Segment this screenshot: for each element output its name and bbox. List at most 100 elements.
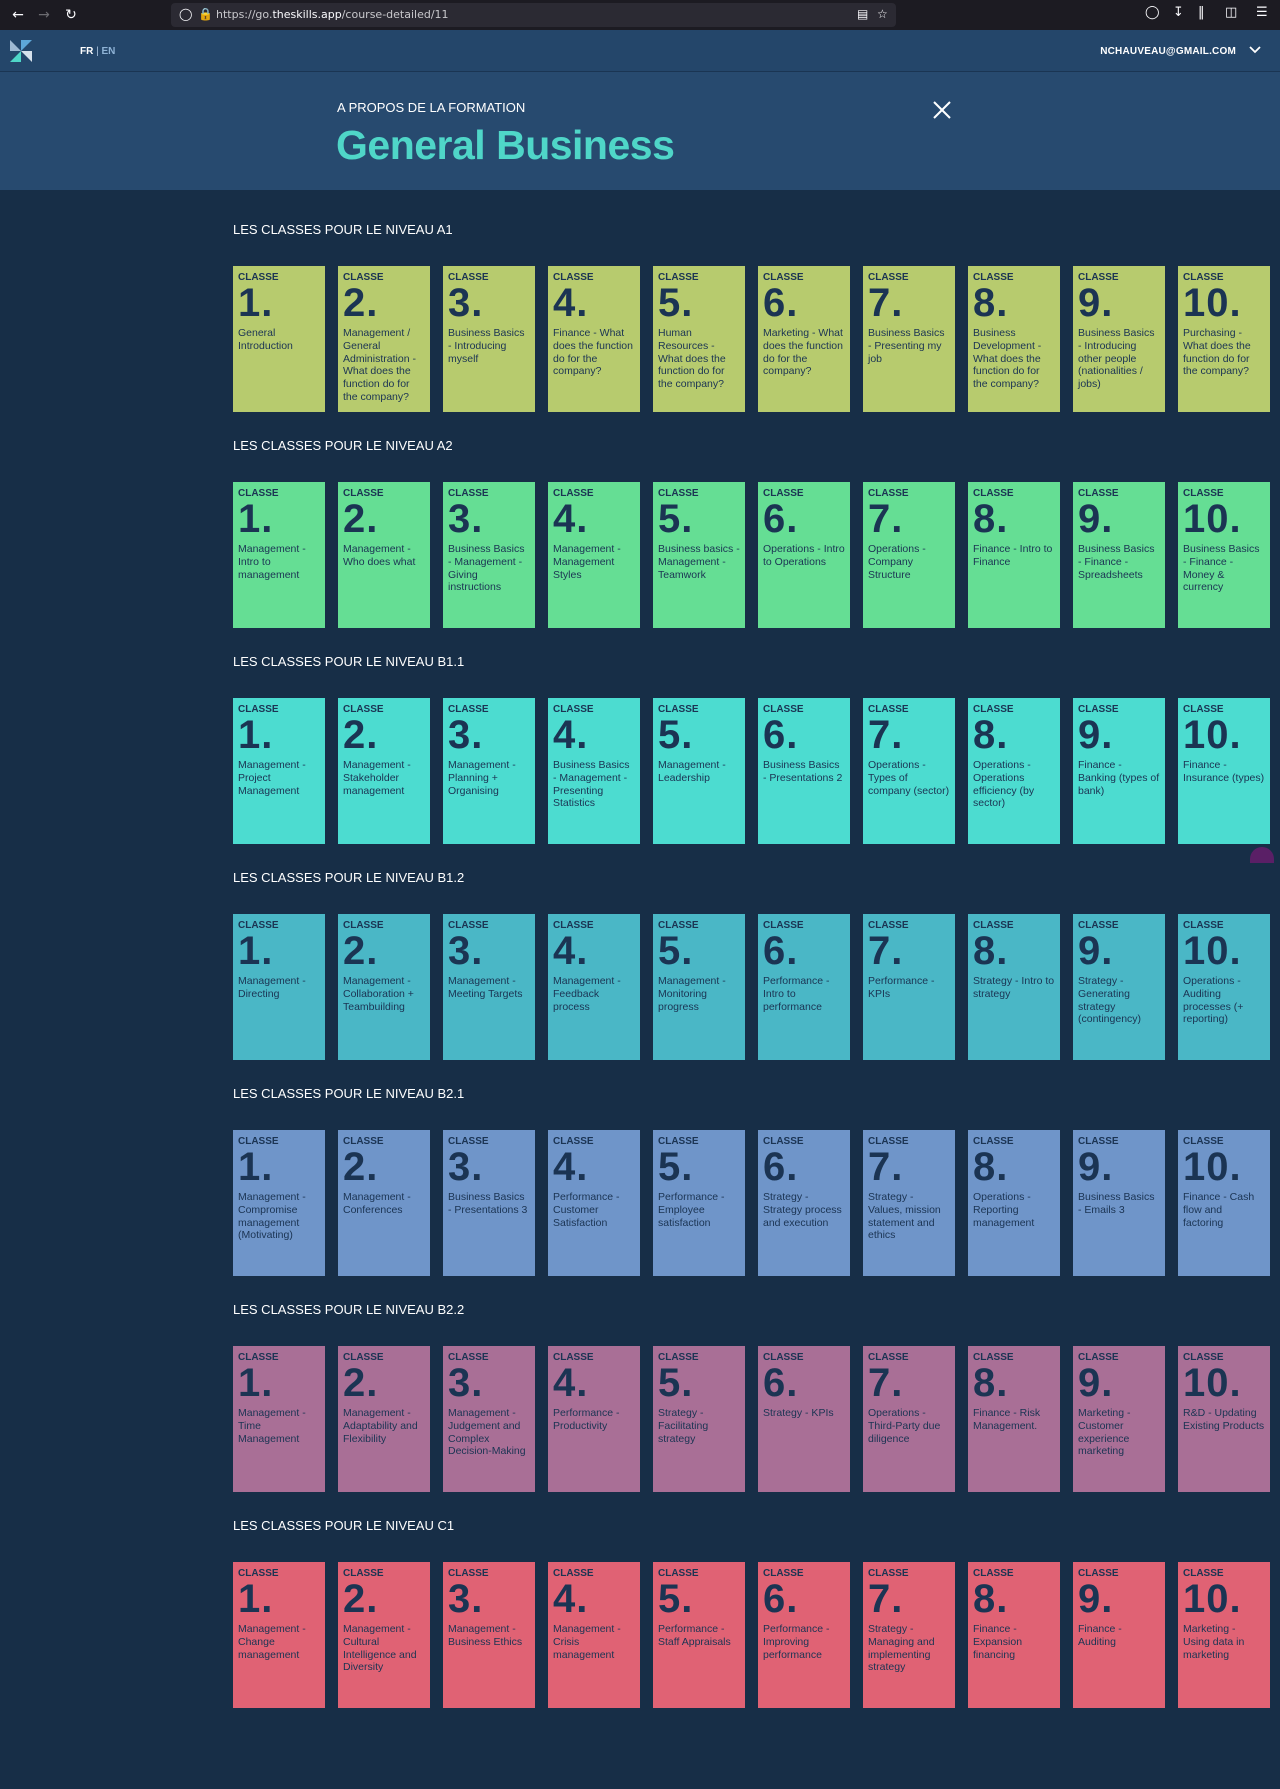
class-card[interactable]: CLASSE 8. Finance - Risk Management. (968, 1346, 1060, 1492)
class-card[interactable]: CLASSE 9. Marketing - Customer experience … (1073, 1346, 1165, 1492)
class-card[interactable]: CLASSE 10. Purchasing - What does the func… (1178, 266, 1270, 412)
forward-arrow-icon[interactable]: → (38, 7, 50, 23)
class-card[interactable]: CLASSE 5. Performance - Staff Appraisals (653, 1562, 745, 1708)
class-card[interactable]: CLASSE 7. Operations - Types of company (s… (863, 698, 955, 844)
class-card[interactable]: CLASSE 6. Performance - Intro to performan… (758, 914, 850, 1060)
reload-icon[interactable]: ↻ (65, 7, 77, 23)
reader-view-icon[interactable]: ▤ (857, 7, 869, 21)
sidebar-icon[interactable]: ◫ (1225, 5, 1238, 20)
lang-fr-link[interactable]: FR (80, 46, 94, 57)
class-card[interactable]: CLASSE 7. Business Basics - Presenting my … (863, 266, 955, 412)
class-card[interactable]: CLASSE 9. Finance - Auditing (1073, 1562, 1165, 1708)
class-card[interactable]: CLASSE 5. Performance - Employee satisfact… (653, 1130, 745, 1276)
class-card[interactable]: CLASSE 8. Operations - Reporting managemen… (968, 1130, 1060, 1276)
class-card[interactable]: CLASSE 1. Management - Time Management (233, 1346, 325, 1492)
class-card[interactable]: CLASSE 2. Management - Cultural Intelligen… (338, 1562, 430, 1708)
class-card[interactable]: CLASSE 10. Business Basics - Finance - Mon… (1178, 482, 1270, 628)
url-bar[interactable]: ◯ 🔒 https://go.theskills.app/course-deta… (171, 3, 896, 27)
class-card[interactable]: CLASSE 9. Strategy - Generating strategy (… (1073, 914, 1165, 1060)
class-card[interactable]: CLASSE 4. Performance - Customer Satisfact… (548, 1130, 640, 1276)
shield-icon[interactable]: ◯ (179, 7, 193, 21)
class-number: 2. (343, 713, 379, 757)
class-card[interactable]: CLASSE 5. Management - Leadership (653, 698, 745, 844)
class-card[interactable]: CLASSE 7. Strategy - Managing and implemen… (863, 1562, 955, 1708)
bookmark-star-icon[interactable]: ☆ (877, 7, 888, 21)
class-label: CLASSE (973, 920, 1014, 931)
class-number: 3. (448, 1577, 484, 1621)
class-card[interactable]: CLASSE 3. Management - Business Ethics (443, 1562, 535, 1708)
class-card[interactable]: CLASSE 1. Management - Intro to management (233, 482, 325, 628)
chevron-down-icon[interactable] (1248, 43, 1262, 57)
class-card[interactable]: CLASSE 4. Performance - Productivity (548, 1346, 640, 1492)
class-card[interactable]: CLASSE 10. Finance - Insurance (types) (1178, 698, 1270, 844)
class-card[interactable]: CLASSE 3. Management - Judgement and Compl… (443, 1346, 535, 1492)
user-email[interactable]: NCHAUVEAU@GMAIL.COM (1100, 46, 1236, 57)
lock-icon[interactable]: 🔒 (198, 7, 213, 21)
class-card[interactable]: CLASSE 9. Finance - Banking (types of bank… (1073, 698, 1165, 844)
class-card[interactable]: CLASSE 2. Management - Stakeholder managem… (338, 698, 430, 844)
class-description: Management - Project Management (238, 759, 306, 797)
class-card[interactable]: CLASSE 6. Marketing - What does the functi… (758, 266, 850, 412)
class-card[interactable]: CLASSE 10. Finance - Cash flow and factori… (1178, 1130, 1270, 1276)
class-card[interactable]: CLASSE 7. Performance - KPIs (863, 914, 955, 1060)
class-card[interactable]: CLASSE 8. Finance - Intro to Finance (968, 482, 1060, 628)
class-card[interactable]: CLASSE 1. General Introduction (233, 266, 325, 412)
class-description: Strategy - Strategy process and executio… (763, 1191, 842, 1229)
class-card[interactable]: CLASSE 8. Finance - Expansion financing (968, 1562, 1060, 1708)
class-card[interactable]: CLASSE 5. Human Resources - What does the … (653, 266, 745, 412)
class-card[interactable]: CLASSE 7. Strategy - Values, mission state… (863, 1130, 955, 1276)
class-card[interactable]: CLASSE 1. Management - Directing (233, 914, 325, 1060)
class-card[interactable]: CLASSE 2. Management - Conferences (338, 1130, 430, 1276)
class-card[interactable]: CLASSE 3. Business Basics - Presentations … (443, 1130, 535, 1276)
class-description: Business Development - What does the fun… (973, 327, 1042, 391)
close-icon[interactable] (930, 98, 954, 122)
class-card[interactable]: CLASSE 5. Strategy - Facilitating strategy (653, 1346, 745, 1492)
class-card[interactable]: CLASSE 2. Management - Adaptability and Fl… (338, 1346, 430, 1492)
back-arrow-icon[interactable]: ← (12, 7, 24, 23)
class-card[interactable]: CLASSE 7. Operations - Company Structure (863, 482, 955, 628)
class-card[interactable]: CLASSE 6. Strategy - KPIs (758, 1346, 850, 1492)
class-card[interactable]: CLASSE 2. Management / General Administrat… (338, 266, 430, 412)
class-card[interactable]: CLASSE 10. R&D - Updating Existing Product… (1178, 1346, 1270, 1492)
feedback-tab[interactable] (1250, 847, 1274, 863)
class-card[interactable]: CLASSE 10. Marketing - Using data in marke… (1178, 1562, 1270, 1708)
class-card[interactable]: CLASSE 8. Business Development - What does… (968, 266, 1060, 412)
class-card[interactable]: CLASSE 3. Management - Meeting Targets (443, 914, 535, 1060)
class-card[interactable]: CLASSE 7. Operations - Third-Party due dil… (863, 1346, 955, 1492)
class-card[interactable]: CLASSE 3. Management - Planning + Organisi… (443, 698, 535, 844)
library-icon[interactable]: ‖ (1198, 5, 1205, 20)
class-description: Management - Directing (238, 975, 306, 1000)
class-card[interactable]: CLASSE 5. Business basics - Management - T… (653, 482, 745, 628)
class-card[interactable]: CLASSE 6. Performance - Improving performa… (758, 1562, 850, 1708)
class-card[interactable]: CLASSE 2. Management - Collaboration + Tea… (338, 914, 430, 1060)
class-card[interactable]: CLASSE 9. Business Basics - Finance - Spre… (1073, 482, 1165, 628)
url-text[interactable]: https://go.theskills.app/course-detailed… (216, 8, 449, 21)
class-card[interactable]: CLASSE 4. Management - Feedback process (548, 914, 640, 1060)
class-card[interactable]: CLASSE 1. Management - Change management (233, 1562, 325, 1708)
download-icon[interactable]: ↧ (1173, 5, 1184, 20)
class-card[interactable]: CLASSE 8. Operations - Operations efficien… (968, 698, 1060, 844)
class-card[interactable]: CLASSE 2. Management - Who does what (338, 482, 430, 628)
class-card[interactable]: CLASSE 4. Management - Management Styles (548, 482, 640, 628)
class-card[interactable]: CLASSE 6. Operations - Intro to Operations (758, 482, 850, 628)
class-card[interactable]: CLASSE 5. Management - Monitoring progress (653, 914, 745, 1060)
pocket-icon[interactable]: ◯ (1145, 5, 1160, 20)
class-label: CLASSE (1078, 1352, 1119, 1363)
class-card[interactable]: CLASSE 6. Business Basics - Presentations … (758, 698, 850, 844)
logo-icon[interactable] (10, 40, 32, 62)
class-card[interactable]: CLASSE 9. Business Basics - Emails 3 (1073, 1130, 1165, 1276)
class-card[interactable]: CLASSE 3. Business Basics - Management - G… (443, 482, 535, 628)
class-card[interactable]: CLASSE 4. Business Basics - Management - P… (548, 698, 640, 844)
class-card[interactable]: CLASSE 4. Finance - What does the function… (548, 266, 640, 412)
class-card[interactable]: CLASSE 8. Strategy - Intro to strategy (968, 914, 1060, 1060)
class-card[interactable]: CLASSE 4. Management - Crisis management (548, 1562, 640, 1708)
class-description: Operations - Operations efficiency (by s… (973, 759, 1035, 810)
class-card[interactable]: CLASSE 1. Management - Project Management (233, 698, 325, 844)
class-card[interactable]: CLASSE 6. Strategy - Strategy process and … (758, 1130, 850, 1276)
class-card[interactable]: CLASSE 3. Business Basics - Introducing my… (443, 266, 535, 412)
class-card[interactable]: CLASSE 9. Business Basics - Introducing ot… (1073, 266, 1165, 412)
class-card[interactable]: CLASSE 1. Management - Compromise manageme… (233, 1130, 325, 1276)
class-card[interactable]: CLASSE 10. Operations - Auditing processes… (1178, 914, 1270, 1060)
lang-en-link[interactable]: EN (101, 46, 116, 57)
menu-icon[interactable]: ☰ (1256, 5, 1268, 20)
